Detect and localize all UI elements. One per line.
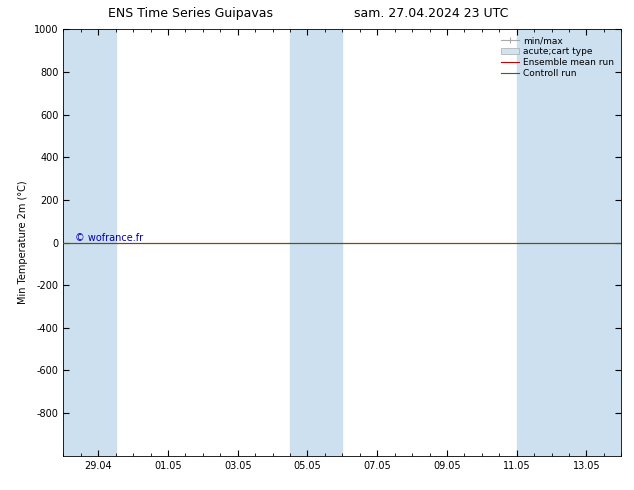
Legend: min/max, acute;cart type, Ensemble mean run, Controll run: min/max, acute;cart type, Ensemble mean … [499,34,617,81]
Y-axis label: Min Temperature 2m (°C): Min Temperature 2m (°C) [18,181,29,304]
Text: © wofrance.fr: © wofrance.fr [75,233,143,243]
Text: sam. 27.04.2024 23 UTC: sam. 27.04.2024 23 UTC [354,7,508,20]
Bar [517,29,621,456]
Bar [290,29,342,456]
Text: ENS Time Series Guipavas: ENS Time Series Guipavas [108,7,273,20]
Bar [63,29,115,456]
